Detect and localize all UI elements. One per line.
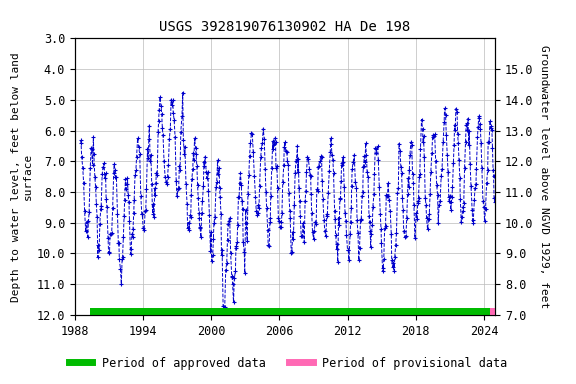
Title: USGS 392819076130902 HA De 198: USGS 392819076130902 HA De 198 <box>160 20 411 35</box>
Y-axis label: Depth to water level, feet below land
surface: Depth to water level, feet below land su… <box>11 52 32 301</box>
Y-axis label: Groundwater level above NGVD 1929, feet: Groundwater level above NGVD 1929, feet <box>539 45 549 308</box>
Legend: Period of approved data, Period of provisional data: Period of approved data, Period of provi… <box>64 352 512 374</box>
